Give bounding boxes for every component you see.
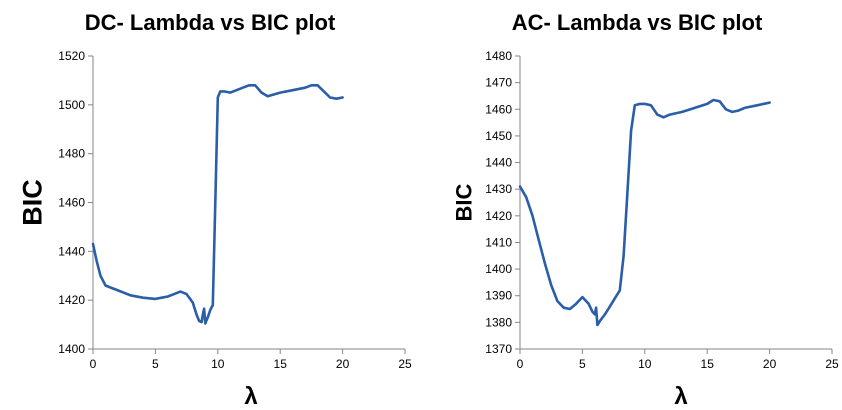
y-axis-label: BIC xyxy=(452,183,477,221)
y-tick-label: 1480 xyxy=(485,49,512,63)
y-tick-label: 1440 xyxy=(485,156,512,170)
y-tick-label: 1420 xyxy=(58,293,85,307)
x-tick-label: 15 xyxy=(274,357,288,371)
series-line-1 xyxy=(91,84,344,325)
series-line-1 xyxy=(518,98,771,327)
y-tick-label: 1400 xyxy=(485,262,512,276)
x-tick-label: 0 xyxy=(90,357,97,371)
y-tick-label: 1410 xyxy=(485,235,512,249)
x-tick-label: 5 xyxy=(152,357,159,371)
x-tick-label: 20 xyxy=(336,357,350,371)
chart-title: AC- Lambda vs BIC plot xyxy=(512,10,763,35)
x-tick-label: 25 xyxy=(398,357,412,371)
x-tick-label: 10 xyxy=(638,357,652,371)
y-tick-label: 1520 xyxy=(58,49,85,63)
chart-title: DC- Lambda vs BIC plot xyxy=(85,10,336,35)
y-tick-label: 1450 xyxy=(485,129,512,143)
y-tick-label: 1470 xyxy=(485,76,512,90)
y-tick-label: 1370 xyxy=(485,342,512,356)
y-tick-label: 1420 xyxy=(485,209,512,223)
y-tick-label: 1390 xyxy=(485,289,512,303)
y-tick-label: 1460 xyxy=(58,196,85,210)
x-axis-label: λ xyxy=(244,383,257,410)
chart-panel-2: AC- Lambda vs BIC plot 1370 1380 1390 1400 14… xyxy=(452,10,839,410)
y-tick-label: 1430 xyxy=(485,182,512,196)
chart-panel-1: DC- Lambda vs BIC plot 1400 1420 1440 1460 14… xyxy=(17,10,412,410)
x-tick-label: 15 xyxy=(701,357,715,371)
y-tick-label: 1440 xyxy=(58,244,85,258)
y-axis-label: BIC xyxy=(17,179,47,226)
y-tick-label: 1480 xyxy=(58,147,85,161)
y-tick-label: 1500 xyxy=(58,98,85,112)
y-tick-label: 1460 xyxy=(485,102,512,116)
y-tick-label: 1380 xyxy=(485,315,512,329)
x-tick-label: 20 xyxy=(763,357,777,371)
x-tick-label: 0 xyxy=(517,357,524,371)
y-tick-label: 1400 xyxy=(58,342,85,356)
x-tick-label: 5 xyxy=(579,357,586,371)
x-tick-label: 10 xyxy=(211,357,225,371)
x-tick-label: 25 xyxy=(825,357,839,371)
x-axis-label: λ xyxy=(674,383,687,410)
